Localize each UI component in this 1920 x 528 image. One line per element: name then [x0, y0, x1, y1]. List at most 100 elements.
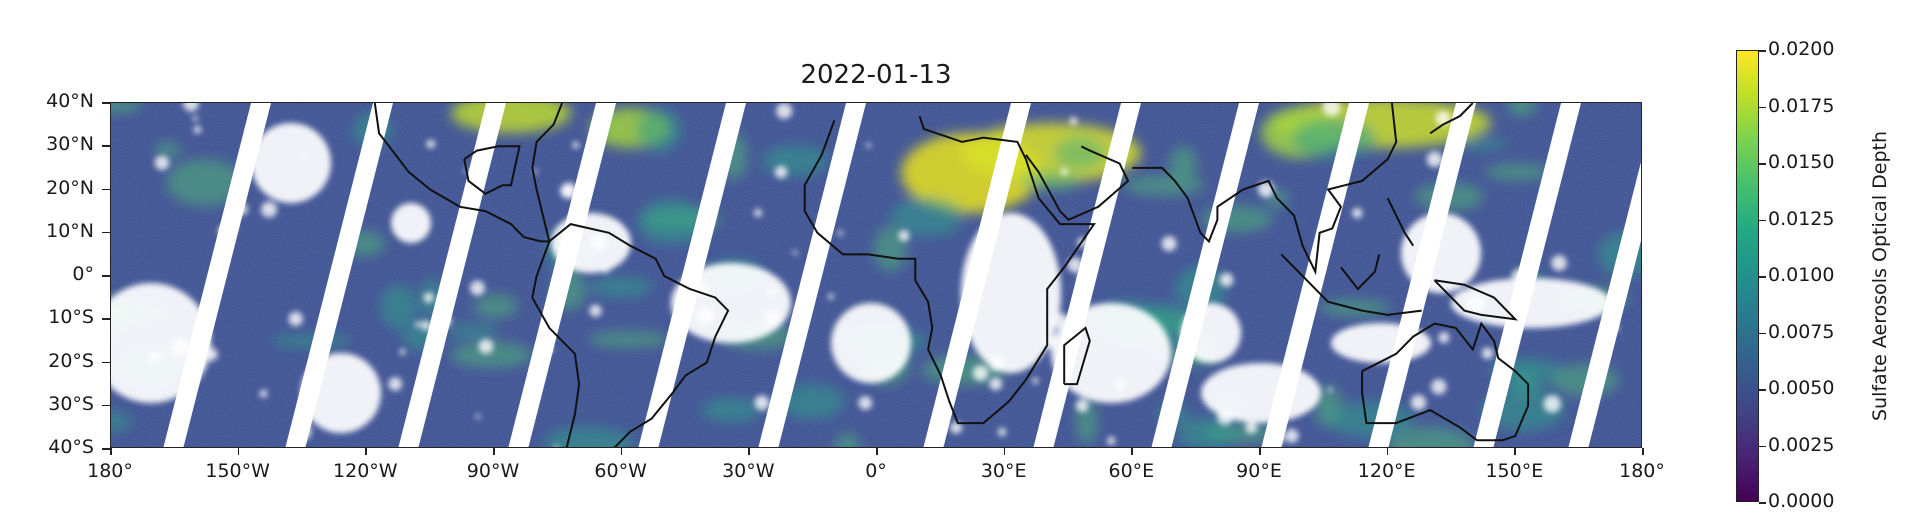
colorbar-tick-label: 0.0150 [1768, 151, 1835, 173]
no-data-speck [1467, 294, 1485, 313]
lon-tick-label: 180° [87, 460, 133, 482]
no-data-patch [831, 303, 911, 383]
lon-tick-mark [620, 448, 623, 455]
no-data-speck [989, 377, 1003, 391]
lat-tick-label: 30°N [46, 133, 94, 156]
no-data-speck [950, 421, 963, 434]
lon-tick-mark [1642, 448, 1644, 455]
colorbar-tick-mark [1759, 389, 1766, 391]
no-data-speck [470, 280, 485, 296]
no-data-speck [193, 125, 202, 134]
colorbar-tick-label: 0.0025 [1768, 433, 1835, 456]
mid-aod-patch [473, 294, 518, 319]
no-data-speck [972, 365, 989, 382]
mid-aod-patch [380, 284, 417, 329]
orbit-gap-swath [1368, 103, 1476, 447]
orbit-gap-swath [285, 103, 393, 447]
orbit-gap-swath [508, 103, 616, 447]
mid-aod-patch [447, 323, 498, 339]
no-data-speck [1161, 236, 1177, 252]
no-data-speck [1410, 394, 1427, 411]
coastline [803, 115, 1096, 425]
mid-aod-patch [543, 426, 634, 447]
mid-aod-patch [1507, 103, 1537, 117]
lat-tick-mark [102, 318, 110, 320]
lat-tick-label: 30°S [48, 392, 94, 415]
mid-aod-patch [1053, 136, 1106, 170]
lon-tick-label: 150°E [1485, 460, 1544, 482]
lon-tick-label: 120°E [1357, 460, 1416, 482]
coastline [1386, 197, 1415, 247]
lon-tick-label: 150°W [205, 460, 270, 482]
no-data-speck [1245, 421, 1258, 434]
no-data-speck [533, 169, 538, 174]
lon-tick-label: 60°W [594, 460, 647, 482]
aerosol-map [111, 103, 1641, 447]
no-data-speck [776, 103, 793, 119]
lon-tick-label: 180° [1619, 460, 1665, 482]
coastline [1025, 145, 1130, 221]
lat-tick-label: 40°N [46, 90, 94, 112]
mid-aod-patch [637, 199, 705, 245]
lon-tick-mark [1514, 448, 1516, 455]
no-data-speck [1352, 207, 1363, 219]
mid-aod-patch [890, 197, 964, 237]
no-data-speck [1060, 167, 1069, 176]
coastline [1280, 253, 1422, 316]
no-data-speck [1438, 332, 1450, 344]
lon-tick-label: 0° [865, 460, 887, 482]
colorbar-tick-mark [1759, 332, 1766, 334]
lon-tick-label: 60°E [1108, 460, 1155, 482]
colorbar-tick-label: 0.0075 [1768, 320, 1835, 343]
coastline [1361, 321, 1530, 442]
colorbar-tick-label: 0.0200 [1768, 38, 1835, 60]
lat-tick-mark [102, 231, 110, 234]
no-data-speck [1327, 387, 1333, 393]
colorbar-tick-mark [1759, 276, 1766, 278]
lon-tick-mark [1003, 448, 1006, 455]
lon-tick-mark [748, 448, 750, 455]
mid-aod-patch [1176, 416, 1236, 447]
lon-tick-mark [1386, 448, 1389, 455]
no-data-speck [572, 141, 580, 149]
map-title: 2022-01-13 [800, 60, 952, 90]
lon-tick-mark [110, 448, 112, 455]
mid-aod-patch [834, 433, 860, 447]
no-data-speck [171, 338, 190, 357]
orbit-gap-swath [1151, 103, 1259, 447]
no-data-speck [589, 304, 602, 317]
lat-tick-mark [102, 145, 110, 147]
no-data-speck [475, 413, 481, 419]
no-data-speck [414, 321, 421, 328]
no-data-speck [1431, 378, 1447, 395]
mid-aod-patch [1292, 118, 1377, 160]
no-data-speck [301, 154, 306, 159]
no-data-speck [154, 155, 170, 171]
colorbar-tick-mark [1759, 502, 1766, 504]
no-data-speck [1045, 335, 1059, 350]
no-data-speck [1069, 117, 1078, 126]
no-data-speck [288, 311, 303, 327]
lat-tick-mark [102, 102, 110, 104]
orbit-gap-swath [758, 103, 866, 447]
no-data-patch [251, 123, 331, 203]
no-data-speck [766, 286, 777, 297]
lat-tick-label: 10°N [46, 219, 94, 242]
mid-aod-patch [1123, 175, 1206, 196]
lon-tick-label: 30°E [980, 460, 1027, 482]
no-data-speck [602, 265, 610, 273]
mid-aod-patch [1485, 163, 1551, 181]
no-data-speck [553, 444, 559, 447]
no-data-speck [1322, 103, 1341, 116]
lat-tick-label: 0° [72, 263, 94, 285]
colorbar-tick-mark [1759, 163, 1766, 165]
no-data-speck [192, 115, 198, 122]
coastline [463, 145, 521, 195]
colorbar-tick-label: 0.0050 [1768, 377, 1835, 399]
no-data-speck [204, 347, 218, 361]
lat-tick-mark [102, 404, 110, 407]
no-data-speck [764, 310, 782, 327]
coastline [531, 241, 581, 447]
no-data-speck [753, 208, 763, 217]
no-data-speck [1284, 428, 1299, 443]
